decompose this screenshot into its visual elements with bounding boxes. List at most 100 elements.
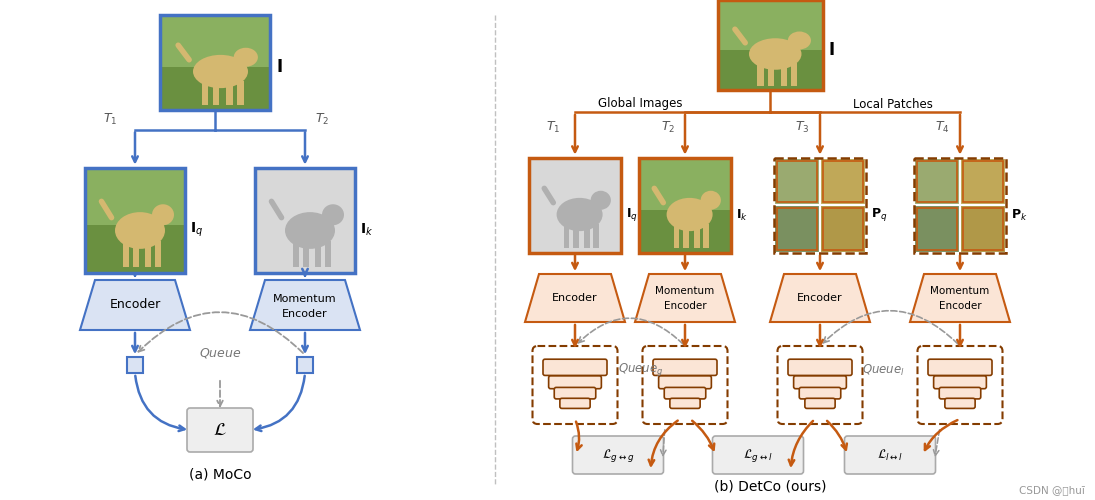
FancyArrowPatch shape — [178, 45, 189, 60]
Bar — [703, 224, 708, 248]
Text: Local Patches: Local Patches — [853, 98, 933, 110]
Ellipse shape — [322, 204, 344, 225]
Polygon shape — [635, 274, 735, 322]
Bar — [85, 168, 185, 272]
Text: $\mathbf{I}$: $\mathbf{I}$ — [276, 58, 283, 76]
Bar — [717, 0, 822, 90]
Bar — [768, 63, 774, 86]
FancyBboxPatch shape — [945, 398, 976, 408]
Text: Momentum: Momentum — [273, 294, 337, 304]
Text: Encoder: Encoder — [938, 301, 981, 311]
Bar — [914, 205, 960, 252]
Bar — [774, 158, 866, 252]
FancyBboxPatch shape — [643, 346, 727, 424]
Bar — [85, 168, 185, 272]
Bar — [529, 158, 621, 252]
FancyBboxPatch shape — [805, 398, 835, 408]
FancyBboxPatch shape — [653, 359, 717, 376]
FancyArrowPatch shape — [272, 202, 281, 218]
Bar — [914, 158, 960, 205]
Bar — [132, 241, 139, 267]
FancyArrowPatch shape — [102, 202, 112, 218]
Text: CSDN @藏huī: CSDN @藏huī — [1019, 485, 1085, 495]
Text: $\mathcal{L}$: $\mathcal{L}$ — [214, 421, 227, 439]
Text: $\it{Queue}_g$: $\it{Queue}_g$ — [618, 362, 662, 378]
Bar — [127, 357, 143, 373]
Bar — [774, 205, 820, 252]
Ellipse shape — [285, 212, 335, 249]
Text: $\mathbf{I}_k$: $\mathbf{I}_k$ — [360, 222, 373, 238]
Text: $T_2$: $T_2$ — [660, 120, 675, 134]
Bar — [564, 224, 569, 248]
Bar — [717, 0, 822, 90]
Polygon shape — [80, 280, 191, 330]
FancyBboxPatch shape — [844, 436, 935, 474]
Text: Encoder: Encoder — [552, 293, 598, 303]
Bar — [85, 225, 185, 272]
Bar — [255, 168, 355, 272]
Bar — [963, 208, 1003, 250]
Polygon shape — [525, 274, 625, 322]
Text: $\mathcal{L}_{l\leftrightarrow l}$: $\mathcal{L}_{l\leftrightarrow l}$ — [877, 448, 903, 462]
Ellipse shape — [787, 32, 811, 50]
Text: Encoder: Encoder — [110, 298, 161, 312]
FancyBboxPatch shape — [713, 436, 804, 474]
Text: $\mathbf{P}_k$: $\mathbf{P}_k$ — [1011, 208, 1027, 222]
Bar — [781, 63, 787, 86]
Bar — [529, 158, 621, 252]
Text: (b) DetCo (ours): (b) DetCo (ours) — [714, 480, 827, 494]
Bar — [820, 205, 866, 252]
FancyBboxPatch shape — [532, 346, 618, 424]
FancyBboxPatch shape — [560, 398, 590, 408]
Text: $T_4$: $T_4$ — [935, 120, 950, 134]
Bar — [201, 81, 208, 105]
FancyBboxPatch shape — [549, 376, 601, 388]
Ellipse shape — [701, 190, 721, 210]
Bar — [694, 224, 700, 248]
Bar — [823, 160, 863, 202]
Bar — [917, 208, 957, 250]
FancyBboxPatch shape — [927, 359, 992, 376]
FancyArrowPatch shape — [735, 29, 746, 43]
FancyArrowPatch shape — [544, 188, 553, 202]
Text: Encoder: Encoder — [283, 309, 327, 319]
FancyBboxPatch shape — [918, 346, 1003, 424]
Text: $T_1$: $T_1$ — [103, 112, 117, 127]
FancyBboxPatch shape — [799, 388, 841, 399]
Bar — [325, 241, 331, 267]
Bar — [293, 241, 299, 267]
Ellipse shape — [590, 190, 611, 210]
FancyBboxPatch shape — [543, 359, 607, 376]
Bar — [226, 81, 232, 105]
Text: $\mathbf{I}_q$: $\mathbf{I}_q$ — [626, 206, 638, 224]
Bar — [777, 160, 817, 202]
Ellipse shape — [749, 38, 802, 70]
Polygon shape — [910, 274, 1010, 322]
Bar — [123, 241, 129, 267]
Bar — [683, 224, 689, 248]
FancyBboxPatch shape — [658, 376, 712, 388]
Ellipse shape — [233, 48, 258, 66]
Bar — [255, 168, 355, 272]
Bar — [960, 205, 1006, 252]
FancyBboxPatch shape — [794, 376, 846, 388]
Bar — [303, 241, 309, 267]
Bar — [791, 63, 797, 86]
FancyArrowPatch shape — [655, 188, 664, 202]
Text: $\mathbf{I}_k$: $\mathbf{I}_k$ — [736, 208, 748, 222]
Bar — [297, 357, 313, 373]
Text: $\mathbf{P}_q$: $\mathbf{P}_q$ — [871, 206, 888, 224]
Text: $T_2$: $T_2$ — [315, 112, 330, 127]
Ellipse shape — [193, 55, 247, 88]
Bar — [774, 158, 820, 205]
FancyBboxPatch shape — [665, 388, 706, 399]
Bar — [237, 81, 243, 105]
Text: Momentum: Momentum — [931, 286, 990, 296]
Bar — [960, 158, 1006, 205]
FancyBboxPatch shape — [934, 376, 987, 388]
Text: Encoder: Encoder — [797, 293, 843, 303]
Text: Momentum: Momentum — [656, 286, 715, 296]
Bar — [823, 208, 863, 250]
Ellipse shape — [152, 204, 174, 225]
FancyBboxPatch shape — [777, 346, 863, 424]
